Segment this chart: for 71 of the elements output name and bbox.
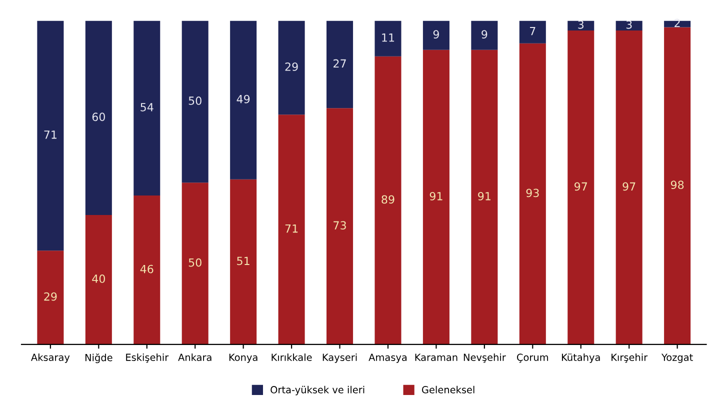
bar (230, 20, 257, 180)
data-label: 9 (482, 30, 488, 39)
data-label: 40 (92, 274, 105, 283)
x-tick-label: Eskişehir (126, 353, 169, 363)
bar (326, 108, 354, 344)
data-label: 29 (44, 292, 57, 301)
bar (85, 20, 112, 215)
bar (182, 182, 208, 344)
data-label: 60 (92, 112, 105, 122)
data-label: 2 (674, 18, 680, 28)
bar (182, 20, 208, 183)
data-label: 91 (478, 192, 490, 200)
bar (471, 20, 498, 50)
data-label: 98 (670, 180, 684, 190)
bar (616, 30, 642, 344)
data-label: 93 (526, 188, 539, 198)
bar (664, 27, 691, 344)
legend-label: Geleneksel (422, 386, 474, 394)
data-label: 3 (626, 20, 632, 29)
bar (422, 50, 450, 344)
data-label: 9 (433, 30, 439, 39)
data-label: 50 (188, 258, 202, 267)
data-label: 49 (236, 94, 250, 104)
data-label: 54 (140, 103, 154, 112)
x-tick-label: Amasya (368, 354, 407, 363)
bar (37, 20, 64, 251)
x-tick-label: Yozgat (661, 354, 693, 363)
bar (134, 196, 160, 344)
bar (278, 20, 305, 115)
bar (471, 50, 498, 344)
bar (37, 250, 64, 344)
x-tick-label: Niğde (85, 353, 112, 364)
x-tick-label: Karaman (415, 354, 458, 362)
bar (230, 179, 257, 344)
bar (519, 43, 546, 344)
x-tick-label: Kütahya (562, 353, 600, 363)
bar (422, 20, 450, 50)
x-tick-label: Kırşehir (612, 353, 648, 363)
data-label: 89 (382, 195, 394, 204)
x-tick-label: Kırıkkale (272, 353, 312, 362)
data-label: 97 (574, 182, 587, 191)
bar (568, 30, 594, 344)
data-label: 3 (578, 20, 584, 29)
bar (278, 114, 305, 344)
bar (374, 20, 402, 56)
data-label: 27 (334, 59, 346, 68)
bar (134, 20, 160, 196)
bar (85, 214, 112, 344)
data-label: 73 (334, 221, 346, 230)
x-tick-label: Ankara (178, 353, 212, 362)
data-label: 50 (188, 96, 202, 105)
x-tick-label: Kayseri (322, 353, 357, 363)
x-tick-label: Nevşehir (464, 353, 506, 363)
data-label: 29 (285, 62, 298, 71)
bar (616, 20, 642, 30)
data-label: 7 (530, 27, 536, 36)
bar (374, 56, 402, 344)
data-label: 46 (140, 264, 154, 274)
x-tick-label: Aksaray (31, 353, 70, 363)
legend-label: Orta-yüksek ve ileri (270, 386, 364, 396)
data-label: 11 (382, 34, 394, 42)
data-label: 51 (237, 256, 250, 266)
x-tick-label: Çorum (517, 354, 548, 363)
data-label: 97 (622, 182, 636, 191)
bar (568, 20, 594, 30)
x-tick-label: Konya (229, 354, 258, 363)
data-label: 71 (44, 130, 56, 139)
data-label: 71 (285, 224, 298, 233)
bar (326, 20, 354, 108)
data-label: 91 (430, 192, 442, 200)
bar (519, 20, 546, 44)
